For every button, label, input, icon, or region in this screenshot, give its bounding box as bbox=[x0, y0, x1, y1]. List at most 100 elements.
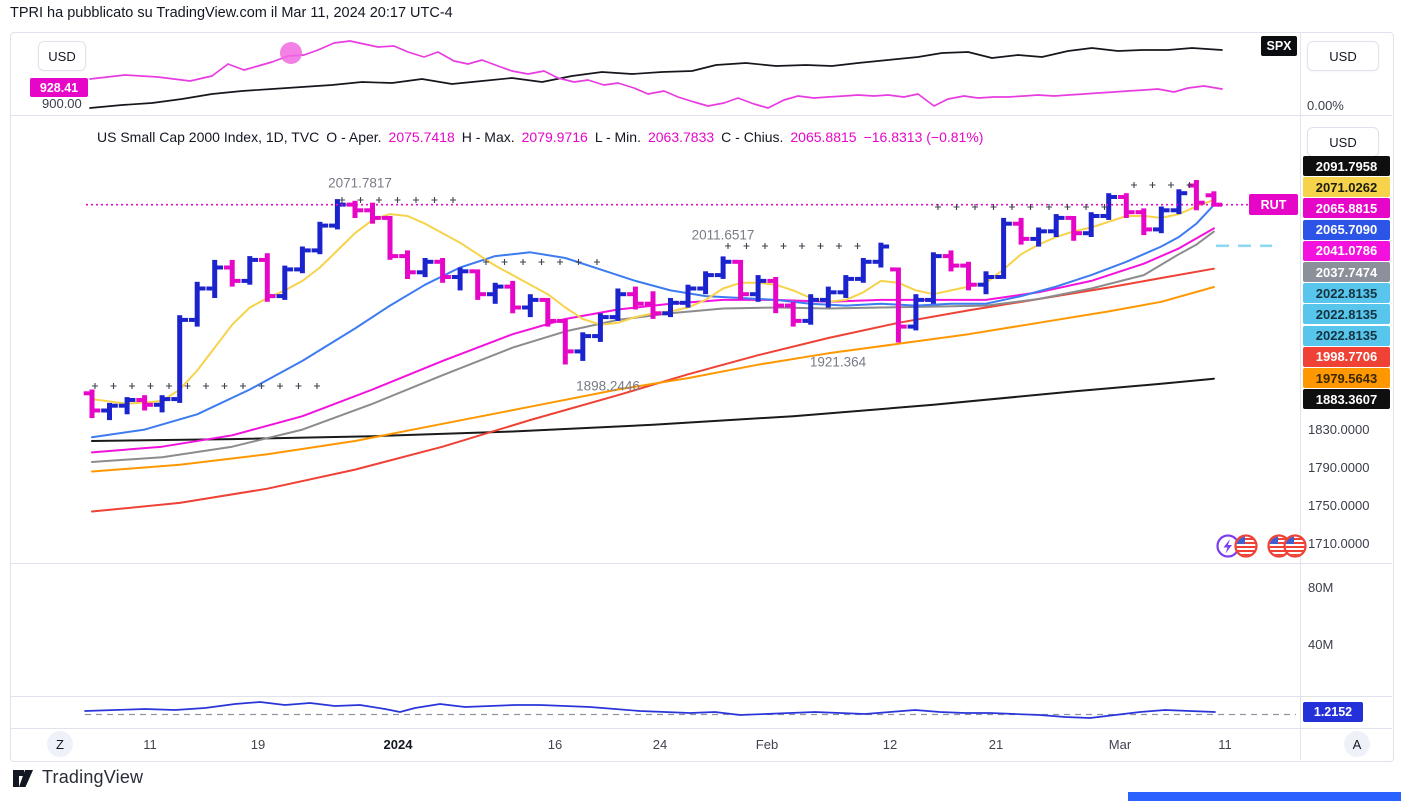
ohlc-bar bbox=[504, 280, 521, 314]
ohlc-bar bbox=[592, 313, 609, 342]
top-axis-level: 900.00 bbox=[42, 96, 82, 111]
legend-high-value: 2079.9716 bbox=[521, 129, 588, 145]
ohlc-bar bbox=[399, 250, 416, 279]
time-axis[interactable]: Z 11 19 2024 16 24 Feb 12 21 Mar 11 A bbox=[0, 728, 1401, 760]
ohlc-bar bbox=[451, 267, 469, 291]
ohlc-bar bbox=[557, 318, 574, 365]
ohlc-bar bbox=[188, 281, 206, 327]
ohlc-bar bbox=[1205, 191, 1223, 207]
time-axis-tick: 19 bbox=[250, 737, 266, 752]
pivot-price-annotation: 1898.2446 bbox=[576, 378, 640, 394]
ohlc-bar bbox=[136, 395, 153, 411]
price-scale-divider bbox=[1300, 32, 1301, 760]
pivot-price-annotation: 2071.7817 bbox=[328, 175, 392, 191]
price-axis-value: 1750.0000 bbox=[1308, 498, 1370, 513]
ohlc-bar bbox=[942, 250, 960, 272]
chart-legend[interactable]: US Small Cap 2000 Index, 1D, TVC O - Ape… bbox=[97, 129, 983, 145]
price-label: 2022.8135 bbox=[1303, 283, 1390, 304]
price-label: 2041.0786 bbox=[1303, 240, 1390, 261]
price-axis-value: 1790.0000 bbox=[1308, 460, 1370, 475]
tradingview-logo-icon bbox=[13, 770, 33, 787]
ohlc-bar bbox=[644, 291, 662, 319]
legend-open-label: O - Aper. bbox=[326, 129, 382, 145]
ohlc-bar bbox=[329, 199, 346, 230]
ohlc-bar bbox=[609, 288, 627, 321]
price-label: 2065.8815 bbox=[1303, 198, 1390, 219]
ohlc-bar bbox=[995, 217, 1012, 279]
currency-button-main[interactable]: USD bbox=[1307, 127, 1379, 157]
ohlc-bar bbox=[171, 315, 188, 403]
legend-high-label: H - Max. bbox=[461, 129, 515, 145]
ohlc-bar bbox=[206, 259, 223, 298]
ohlc-bar bbox=[153, 395, 171, 413]
timezone-button[interactable]: Z bbox=[47, 731, 73, 757]
byline: TPRI ha pubblicato su TradingView.com il… bbox=[10, 5, 453, 21]
ohlc-bar bbox=[381, 215, 399, 260]
pane-divider-top bbox=[10, 115, 1392, 116]
ohlc-bar bbox=[311, 221, 329, 255]
ratio-value-tag: 1.2152 bbox=[1303, 702, 1363, 722]
ohlc-bar bbox=[960, 261, 977, 291]
top-axis-percent: 0.00% bbox=[1307, 98, 1344, 113]
ohlc-bar bbox=[697, 271, 714, 295]
ohlc-bar bbox=[855, 258, 872, 283]
price-label: 2037.7474 bbox=[1303, 262, 1390, 282]
price-axis-value: 1830.0000 bbox=[1308, 422, 1370, 437]
volume-axis-value: 40M bbox=[1308, 637, 1334, 652]
price-label: 2022.8135 bbox=[1303, 325, 1390, 346]
ohlc-bar bbox=[1065, 215, 1082, 241]
currency-button-top-left[interactable]: USD bbox=[38, 41, 86, 71]
us-flag-icon bbox=[1236, 536, 1256, 556]
time-axis-tick: 16 bbox=[547, 737, 563, 752]
ohlc-bar bbox=[1153, 206, 1170, 234]
legend-close-value: 2065.8815 bbox=[790, 129, 857, 145]
price-label: 1998.7706 bbox=[1303, 346, 1390, 367]
footer-brand[interactable]: TradingView bbox=[12, 766, 143, 788]
currency-button-top-right[interactable]: USD bbox=[1307, 41, 1379, 71]
ohlc-bar bbox=[872, 242, 890, 268]
legend-low-value: 2063.7833 bbox=[647, 129, 715, 145]
ohlc-bar bbox=[101, 402, 118, 421]
ohlc-bar bbox=[1135, 208, 1153, 236]
legend-low-label: L - Min. bbox=[594, 129, 641, 145]
time-axis-tick: 11 bbox=[143, 737, 157, 752]
ohlc-bar bbox=[679, 284, 697, 308]
price-axis-value: 1710.0000 bbox=[1308, 536, 1370, 551]
ohlc-bar bbox=[1100, 193, 1117, 220]
price-label: 1883.3607 bbox=[1303, 389, 1390, 410]
compare-price-tag: 928.41 bbox=[30, 78, 88, 97]
adjust-button[interactable]: A bbox=[1344, 731, 1370, 757]
price-label: 1979.5643 bbox=[1303, 368, 1390, 388]
pivot-price-annotation: 1921.364 bbox=[809, 354, 867, 370]
price-label: 2065.7090 bbox=[1303, 219, 1390, 240]
ohlc-bar bbox=[714, 256, 732, 279]
ohlc-bar bbox=[364, 202, 381, 224]
ohlc-bar bbox=[276, 265, 294, 300]
time-axis-tick: 2024 bbox=[383, 737, 413, 752]
pane-divider-main-volume bbox=[10, 563, 1392, 564]
us-flag-icon bbox=[1285, 536, 1305, 556]
ohlc-bar bbox=[784, 301, 802, 327]
ohlc-bar bbox=[767, 277, 784, 314]
pane-divider-volume-ratio bbox=[10, 696, 1392, 697]
ohlc-bar bbox=[469, 269, 486, 300]
ohlc-bar bbox=[294, 246, 311, 274]
time-axis-tick: 21 bbox=[988, 737, 1004, 752]
ohlc-bar bbox=[434, 258, 451, 283]
ohlc-bar bbox=[83, 389, 101, 419]
chart-card bbox=[10, 32, 1394, 762]
ohlc-bar bbox=[574, 332, 592, 361]
ohlc-bar bbox=[1030, 227, 1047, 247]
us-flag-icon bbox=[1269, 536, 1289, 556]
time-axis-tick: 24 bbox=[652, 737, 668, 752]
ohlc-bar bbox=[118, 397, 136, 415]
ohlc-bar bbox=[732, 259, 749, 300]
volume-axis-value: 80M bbox=[1308, 580, 1334, 595]
legend-title: US Small Cap 2000 Index, 1D, TVC bbox=[97, 129, 320, 145]
ohlc-bar bbox=[890, 267, 907, 343]
ohlc-bar bbox=[662, 298, 679, 318]
bottom-blue-strip bbox=[1128, 792, 1401, 801]
ohlc-bar bbox=[749, 275, 767, 302]
